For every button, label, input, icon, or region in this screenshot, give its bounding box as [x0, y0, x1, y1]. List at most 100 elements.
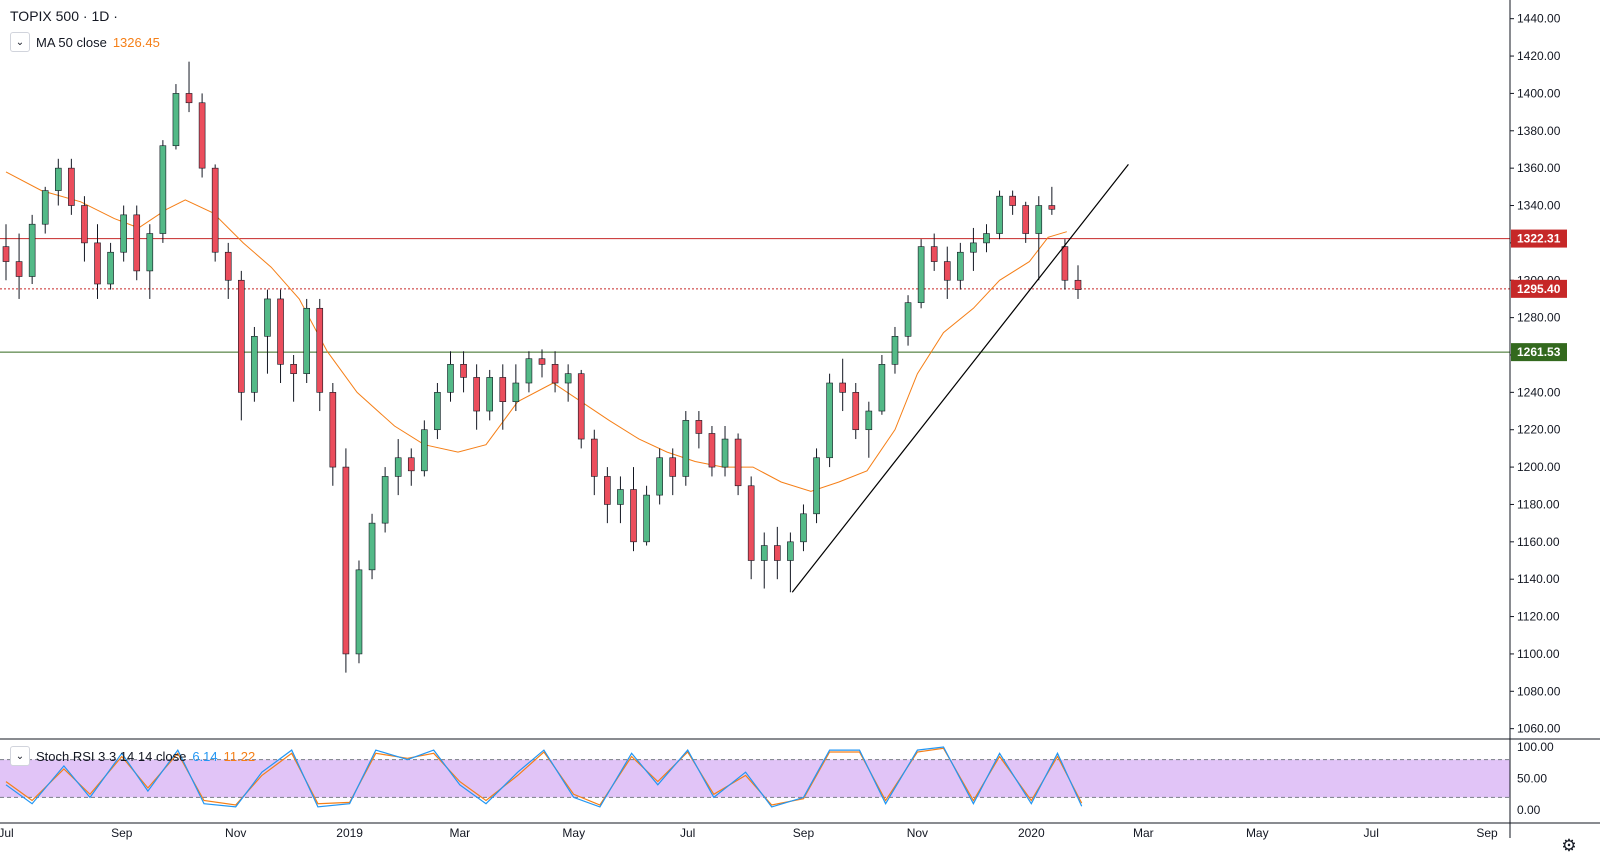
- candle-1[interactable]: [15, 233, 23, 299]
- candle-74[interactable]: [970, 227, 977, 271]
- candle-52[interactable]: [682, 411, 690, 486]
- candle-51[interactable]: [669, 448, 677, 496]
- candle-71[interactable]: [930, 233, 938, 271]
- candle-13[interactable]: [172, 84, 180, 150]
- stoch-legend[interactable]: ⌄ Stoch RSI 3 3 14 14 close 6.14 11.22: [10, 746, 255, 766]
- candle-40[interactable]: [525, 351, 533, 393]
- symbol-title[interactable]: TOPIX 500 · 1D ·: [10, 8, 118, 24]
- candle-3[interactable]: [41, 186, 49, 234]
- candle-82[interactable]: [1074, 265, 1082, 299]
- candle-70[interactable]: [917, 239, 925, 309]
- trendline-segment[interactable]: [791, 164, 1129, 593]
- candle-31[interactable]: [407, 448, 415, 486]
- time-axis[interactable]: Jul Sep Nov 2019 Mar May Jul Sep Nov 2020 Mar May Ju…: [0, 826, 1498, 840]
- candle-50[interactable]: [656, 448, 663, 505]
- candle-2[interactable]: [28, 214, 36, 284]
- candle-58[interactable]: [760, 532, 768, 589]
- candle-60[interactable]: [787, 532, 794, 593]
- candle-19[interactable]: [251, 326, 258, 402]
- candle-25[interactable]: [329, 383, 337, 486]
- candle-77[interactable]: [1009, 190, 1016, 215]
- candle-73[interactable]: [957, 242, 964, 290]
- candle-33[interactable]: [434, 383, 441, 440]
- candle-22[interactable]: [290, 354, 297, 402]
- candle-55[interactable]: [721, 425, 729, 477]
- candle-46[interactable]: [604, 467, 611, 524]
- candle-80[interactable]: [1048, 186, 1056, 215]
- candle-63[interactable]: [826, 373, 833, 468]
- candle-24[interactable]: [316, 298, 324, 412]
- candle-49[interactable]: [643, 485, 650, 546]
- candle-27[interactable]: [355, 560, 363, 664]
- candle-45[interactable]: [590, 429, 598, 496]
- candle-62[interactable]: [813, 448, 820, 524]
- candle-76[interactable]: [996, 190, 1003, 240]
- candle-6[interactable]: [81, 196, 88, 262]
- candle-48[interactable]: [630, 467, 637, 552]
- candle-29[interactable]: [381, 467, 389, 533]
- candle-41[interactable]: [538, 349, 546, 378]
- candle-79[interactable]: [1035, 196, 1043, 281]
- candle-59[interactable]: [774, 526, 781, 580]
- candle-67[interactable]: [878, 354, 886, 415]
- candle-72[interactable]: [943, 246, 951, 299]
- candle-64[interactable]: [839, 358, 846, 412]
- stoch-pane[interactable]: [0, 746, 1510, 808]
- candle-17[interactable]: [224, 242, 232, 299]
- candle-43[interactable]: [564, 364, 572, 402]
- candle-7[interactable]: [94, 224, 101, 299]
- candle-32[interactable]: [421, 420, 428, 477]
- price-pane[interactable]: [0, 61, 1510, 673]
- candle-65[interactable]: [852, 383, 860, 440]
- ma-legend[interactable]: ⌄ MA 50 close 1326.45: [10, 32, 160, 52]
- candle-5[interactable]: [68, 158, 75, 215]
- candle-8[interactable]: [107, 242, 114, 290]
- candle-body: [630, 489, 637, 543]
- candle-35[interactable]: [460, 351, 467, 393]
- candle-23[interactable]: [303, 298, 310, 384]
- candle-78[interactable]: [1022, 201, 1030, 243]
- candle-30[interactable]: [394, 439, 402, 496]
- stoch-axis[interactable]: 0.00 50.00 100.00: [1517, 740, 1554, 817]
- candle-0[interactable]: [2, 224, 10, 281]
- candle-16[interactable]: [211, 164, 219, 262]
- candle-18[interactable]: [238, 270, 245, 421]
- candle-11[interactable]: [146, 224, 154, 299]
- candle-37[interactable]: [486, 369, 494, 421]
- price-tick-label: 1160.00: [1517, 535, 1560, 549]
- candle-34[interactable]: [447, 351, 454, 402]
- trend-line[interactable]: [791, 164, 1129, 593]
- candle-14[interactable]: [185, 61, 193, 113]
- candle-54[interactable]: [708, 425, 716, 477]
- candle-81[interactable]: [1061, 239, 1069, 290]
- chevron-down-icon[interactable]: ⌄: [10, 746, 30, 766]
- gear-icon[interactable]: ⚙: [1561, 836, 1577, 855]
- candle-56[interactable]: [734, 433, 742, 496]
- candle-42[interactable]: [551, 351, 559, 393]
- candle-36[interactable]: [473, 364, 480, 430]
- candle-61[interactable]: [800, 504, 807, 552]
- candle-4[interactable]: [54, 158, 62, 206]
- candle-9[interactable]: [120, 205, 127, 262]
- candle-44[interactable]: [577, 369, 585, 449]
- candles[interactable]: [2, 61, 1082, 673]
- chevron-down-icon[interactable]: ⌄: [10, 32, 30, 52]
- candle-26[interactable]: [342, 448, 350, 673]
- candle-38[interactable]: [499, 364, 507, 430]
- candle-57[interactable]: [747, 476, 755, 580]
- candle-28[interactable]: [368, 513, 376, 580]
- candle-15[interactable]: [198, 93, 206, 178]
- candle-75[interactable]: [983, 224, 990, 253]
- candle-69[interactable]: [904, 295, 912, 346]
- candle-20[interactable]: [264, 289, 271, 374]
- candle-47[interactable]: [617, 476, 624, 524]
- candle-12[interactable]: [159, 140, 167, 243]
- candle-10[interactable]: [133, 205, 141, 281]
- candle-66[interactable]: [865, 401, 873, 458]
- candle-39[interactable]: [512, 364, 520, 412]
- candle-21[interactable]: [277, 289, 284, 384]
- price-axis[interactable]: 1060.00 1080.00 1100.00 1120.00 1140.00 1160.…: [1509, 0, 1567, 838]
- candle-53[interactable]: [695, 411, 703, 449]
- candle-68[interactable]: [891, 326, 899, 374]
